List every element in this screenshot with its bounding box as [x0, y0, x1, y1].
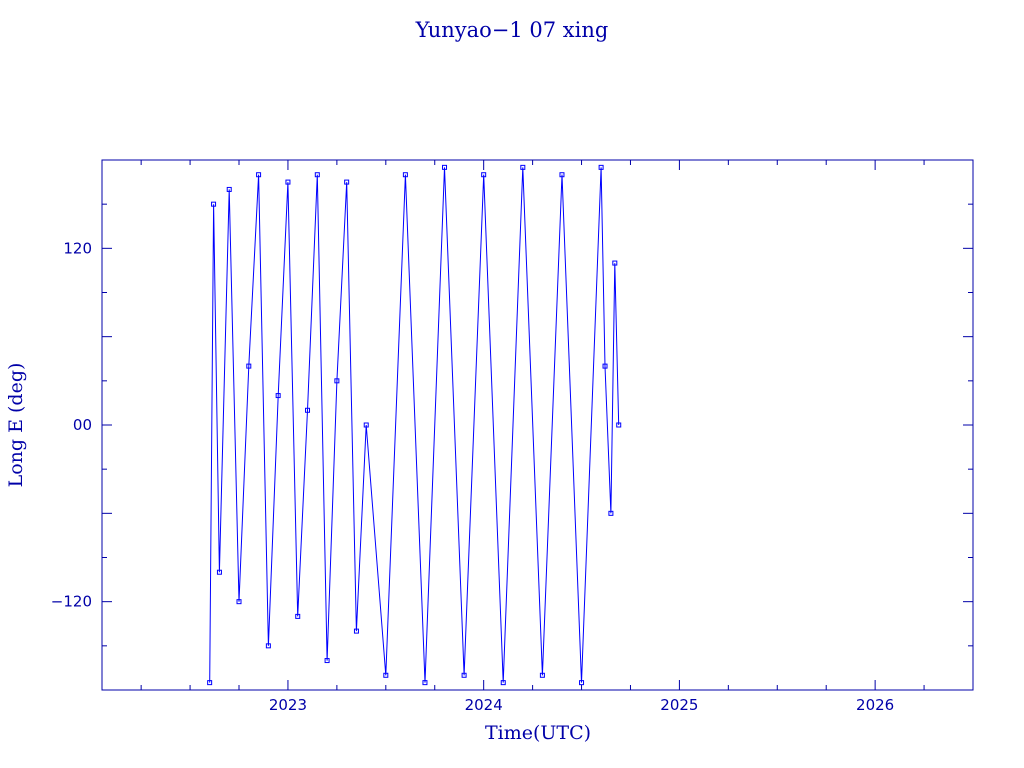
data-point	[246, 363, 252, 369]
data-point	[579, 680, 585, 686]
data-point	[461, 672, 467, 678]
chart-title: Yunyao−1 07 xing	[415, 18, 609, 42]
data-point	[285, 179, 291, 185]
data-point	[422, 680, 428, 686]
data-point	[602, 363, 608, 369]
data-point	[363, 422, 369, 428]
data-point	[226, 186, 232, 192]
data-point	[402, 172, 408, 178]
data-point	[481, 172, 487, 178]
data-point	[612, 260, 618, 266]
y-axis-label: Long E (deg)	[5, 363, 27, 488]
series-line	[209, 167, 620, 683]
data-point	[598, 164, 604, 170]
plot-frame	[101, 159, 974, 691]
x-tick-label: 2025	[660, 696, 698, 714]
data-point	[559, 172, 565, 178]
axes-layer: 2023 2024 2025 2026 120 00 −120	[51, 159, 974, 714]
data-point	[256, 172, 262, 178]
data-point	[265, 643, 271, 649]
data-point	[314, 172, 320, 178]
data-point	[353, 628, 359, 634]
data-point	[500, 680, 506, 686]
x-axis-label: Time(UTC)	[485, 722, 591, 744]
data-point	[334, 378, 340, 384]
data-point	[344, 179, 350, 185]
data-point	[211, 201, 217, 207]
data-point	[383, 672, 389, 678]
y-tick-label: −120	[51, 593, 92, 611]
data-point	[295, 613, 301, 619]
y-tick-label: 00	[73, 416, 92, 434]
data-point	[324, 658, 330, 664]
data-point	[305, 407, 311, 413]
data-point	[216, 569, 222, 575]
data-point	[539, 672, 545, 678]
data-layer	[207, 164, 622, 686]
data-point	[236, 599, 242, 605]
x-tick-label: 2024	[465, 696, 503, 714]
data-point	[520, 164, 526, 170]
x-tick-label: 2026	[856, 696, 894, 714]
data-point	[442, 164, 448, 170]
data-point	[608, 510, 614, 516]
y-tick-label: 120	[63, 239, 92, 257]
data-point	[275, 393, 281, 399]
data-point	[207, 680, 213, 686]
data-point	[616, 422, 622, 428]
x-tick-label: 2023	[269, 696, 307, 714]
